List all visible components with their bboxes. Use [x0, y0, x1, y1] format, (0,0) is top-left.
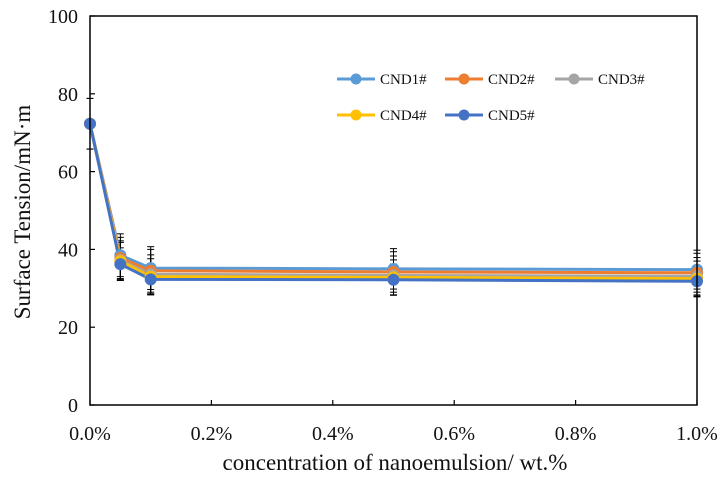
- x-tick-label: 0.6%: [433, 423, 475, 445]
- legend-label: CND1#: [380, 72, 427, 88]
- y-tick-label: 20: [58, 317, 78, 339]
- y-axis-title: Surface Tension/mN·m: [10, 105, 35, 320]
- series-points: [84, 117, 703, 288]
- legend-swatch-marker: [568, 73, 580, 85]
- x-axis-title: concentration of nanoemulsion/ wt.%: [223, 450, 568, 475]
- x-tick-label: 0.8%: [555, 423, 597, 445]
- legend: CND1# CND2# CND3# CND4# CND5#: [337, 72, 645, 124]
- legend-swatch-marker: [458, 73, 470, 85]
- legend-label: CND4#: [380, 108, 427, 124]
- axes: [89, 15, 698, 406]
- y-tick-label: 60: [58, 162, 78, 184]
- y-tick-label: 80: [58, 84, 78, 106]
- legend-label: CND3#: [598, 72, 645, 88]
- legend-item: CND5#: [445, 108, 535, 124]
- tick-labels: 0 20 40 60 80 100 0.0% 0.2% 0.4% 0.6% 0.8% 1.0%: [48, 6, 718, 445]
- legend-item: CND2#: [445, 72, 535, 88]
- y-tick-label: 40: [58, 239, 78, 261]
- x-tick-label: 0.0%: [69, 423, 111, 445]
- data-point-CND5: [144, 273, 157, 286]
- legend-item: CND3#: [555, 72, 645, 88]
- x-tick-label: 1.0%: [676, 423, 718, 445]
- data-point-CND5: [387, 273, 400, 286]
- legend-swatch-marker: [350, 109, 362, 121]
- series-line-CND1: [88, 123, 698, 272]
- legend-swatch-marker: [350, 73, 362, 85]
- y-tick-label: 100: [48, 6, 78, 28]
- legend-item: CND1#: [337, 72, 427, 88]
- x-tick-label: 0.4%: [312, 423, 354, 445]
- legend-item: CND4#: [337, 108, 427, 124]
- legend-swatch-marker: [458, 109, 470, 121]
- x-tick-label: 0.2%: [191, 423, 233, 445]
- data-point-CND5: [114, 258, 127, 271]
- y-tick-label: 0: [68, 395, 78, 417]
- legend-label: CND5#: [488, 108, 535, 124]
- plot-frame: [89, 15, 698, 406]
- legend-label: CND2#: [488, 72, 535, 88]
